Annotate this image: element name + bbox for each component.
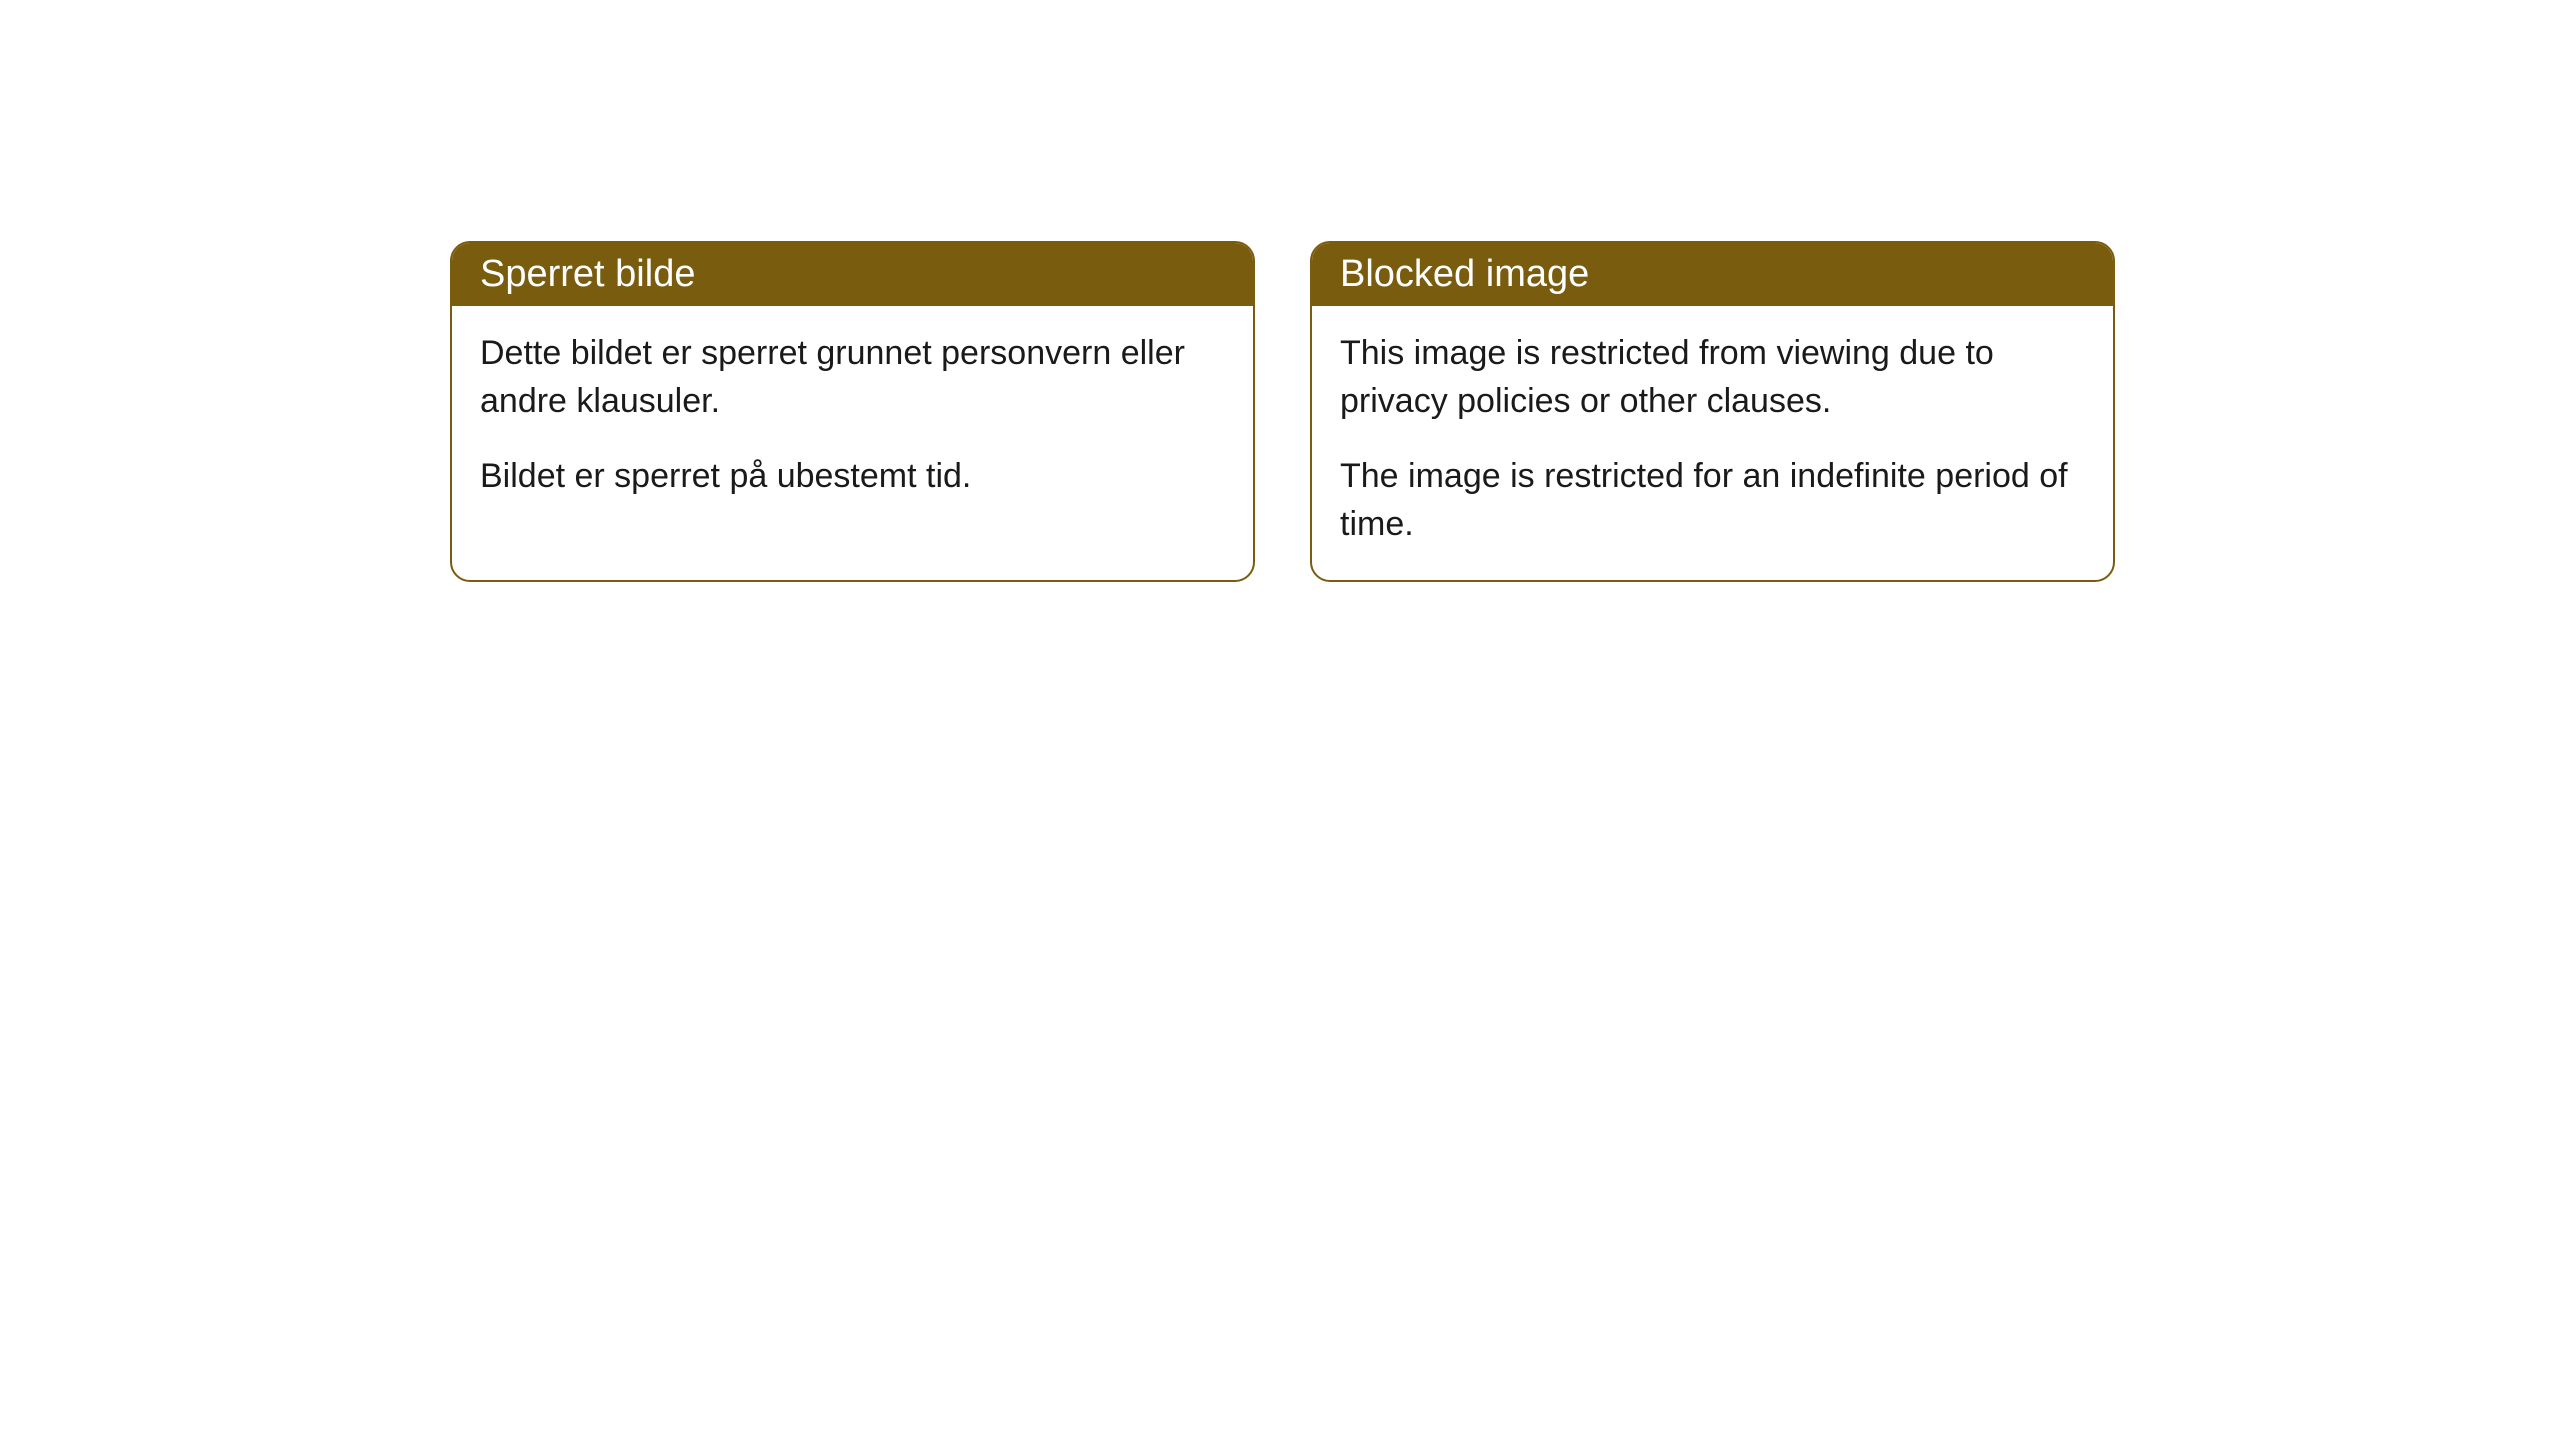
card-text-para2: The image is restricted for an indefinit… bbox=[1340, 453, 2085, 548]
card-english: Blocked image This image is restricted f… bbox=[1310, 241, 2115, 582]
card-text-para2: Bildet er sperret på ubestemt tid. bbox=[480, 453, 1225, 501]
card-body-english: This image is restricted from viewing du… bbox=[1312, 306, 2113, 580]
card-title: Blocked image bbox=[1340, 253, 1589, 295]
card-body-norwegian: Dette bildet er sperret grunnet personve… bbox=[452, 306, 1253, 533]
card-text-para1: This image is restricted from viewing du… bbox=[1340, 330, 2085, 425]
card-text-para1: Dette bildet er sperret grunnet personve… bbox=[480, 330, 1225, 425]
cards-container: Sperret bilde Dette bildet er sperret gr… bbox=[450, 241, 2115, 582]
card-header-norwegian: Sperret bilde bbox=[452, 243, 1253, 306]
card-header-english: Blocked image bbox=[1312, 243, 2113, 306]
card-norwegian: Sperret bilde Dette bildet er sperret gr… bbox=[450, 241, 1255, 582]
card-title: Sperret bilde bbox=[480, 253, 695, 295]
